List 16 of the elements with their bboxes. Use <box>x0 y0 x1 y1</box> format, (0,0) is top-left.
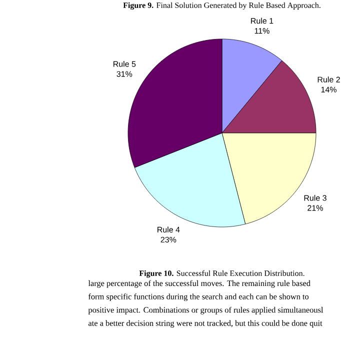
data-label: 14% <box>321 86 336 92</box>
slice-label: Rule 4 <box>158 226 180 232</box>
text: form specific functions during the search and each can be shown to <box>88 294 309 302</box>
text: positive impact. Combinations or groups of rules applied simultaneousl <box>88 306 324 314</box>
data-label: 31% <box>116 71 132 77</box>
slice-label: Rule 3 <box>304 194 326 201</box>
slice-label: Rule 2 <box>318 76 340 82</box>
data-label: 23% <box>160 236 176 242</box>
text: ate a better decision string were not tracked, but this could be done quit <box>88 320 322 328</box>
text: Figure 10. Successful Rule Execution Distribution. <box>139 270 304 278</box>
slice-label: Rule 5 <box>114 60 136 67</box>
data-label: 11% <box>254 28 270 34</box>
text: Figure 9. Final Solution Generated by Rule Based Approach. <box>123 2 320 10</box>
data-label: 21% <box>308 205 323 211</box>
text: large percentage of the successful moves. The remaining rule based <box>88 280 310 288</box>
slice-label: Rule 1 <box>251 18 274 24</box>
